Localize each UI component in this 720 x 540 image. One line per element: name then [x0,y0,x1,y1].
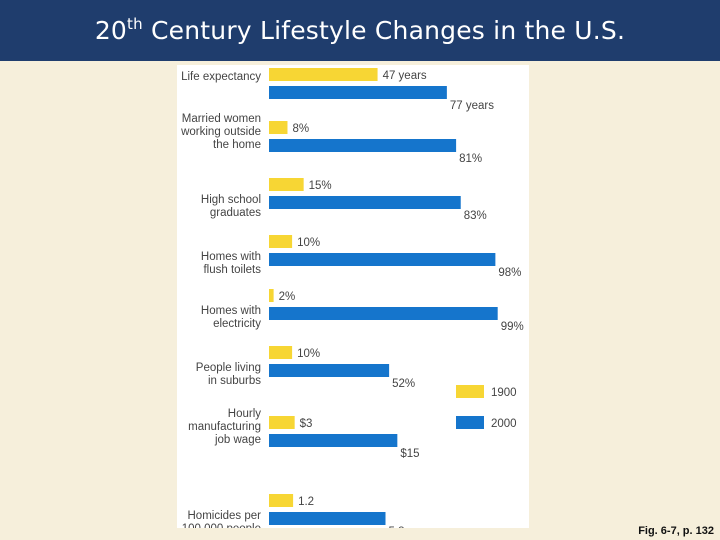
bar-2000 [269,364,390,377]
value-label-1900: 1.2 [298,496,314,508]
bar-1900 [269,416,295,429]
category-label: Married women [182,113,261,125]
category-label: High school [201,194,261,206]
category-label: in suburbs [208,375,261,387]
figure-caption: Fig. 6-7, p. 132 [638,525,714,537]
legend-swatch-2000 [456,416,484,429]
category-label: Homes with [201,251,261,263]
legend-label-1900: 1900 [491,387,517,399]
bar-1900 [269,235,293,248]
value-label-2000: 99% [501,321,524,333]
bar-2000 [269,196,461,209]
bar-2000 [269,512,386,525]
bar-1900 [269,121,288,134]
bar-2000 [269,307,498,320]
bar-2000 [269,86,447,99]
bar-2000 [269,139,457,152]
value-label-1900: 2% [279,291,296,303]
legend-swatch-1900 [456,385,484,398]
value-label-1900: 10% [297,237,320,249]
category-label: Hourly [228,408,261,420]
value-label-1900: $3 [300,418,313,430]
value-label-1900: 10% [297,348,320,360]
category-label: flush toilets [203,264,261,276]
bar-1900 [269,494,294,507]
category-label: job wage [214,434,261,446]
bar-1900 [269,178,304,191]
value-label-1900: 47 years [383,70,427,82]
category-label: manufacturing [188,421,261,433]
bar-2000 [269,434,398,447]
value-label-2000: 5.8 [389,526,405,528]
bar-1900 [269,346,293,359]
category-label: Homicides per [188,510,262,522]
bar-1900 [269,289,274,302]
value-label-2000: 81% [459,153,482,165]
category-label: electricity [213,318,261,330]
value-label-2000: $15 [400,448,419,460]
title-bar [0,0,720,61]
slide-title: 20th Century Lifestyle Changes in the U.… [94,15,626,45]
category-label: the home [213,139,261,151]
legend-label-2000: 2000 [491,418,517,430]
value-label-1900: 15% [309,180,332,192]
category-label: Homes with [201,305,261,317]
category-label: People living [196,362,261,374]
value-label-2000: 83% [464,210,487,222]
value-label-2000: 98% [498,267,521,279]
value-label-2000: 77 years [450,100,494,112]
lifestyle-bar-chart: Life expectancy 47 years 77 years Married w… [180,68,524,528]
category-label: graduates [210,207,261,219]
bar-2000 [269,253,496,266]
category-label: 100,000 people [182,523,261,528]
value-label-2000: 52% [392,378,415,390]
category-label: Life expectancy [181,71,261,83]
value-label-1900: 8% [292,123,309,135]
category-label: working outside [180,126,261,138]
chart-panel: Life expectancy 47 years 77 years Married w… [177,65,529,528]
bar-1900 [269,68,378,81]
